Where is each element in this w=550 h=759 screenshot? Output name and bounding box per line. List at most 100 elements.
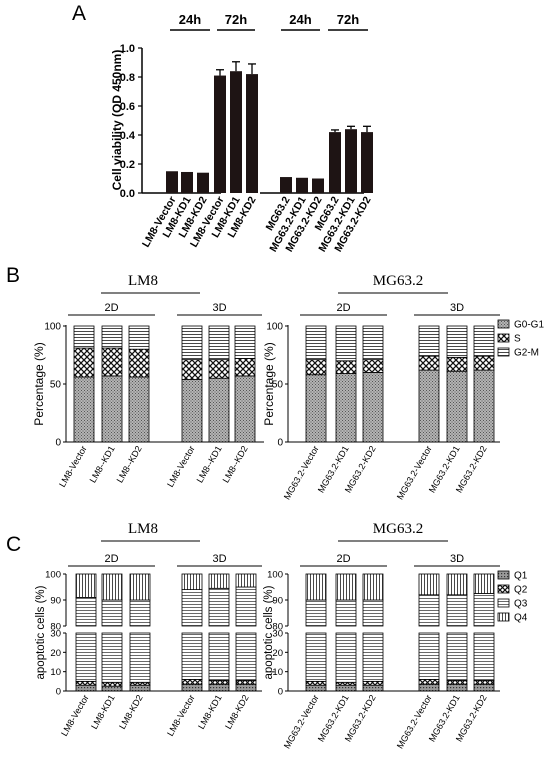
bar bbox=[329, 132, 341, 193]
stacked-segment bbox=[101, 632, 123, 683]
stacked-segment bbox=[181, 683, 203, 692]
stacked-segment bbox=[335, 325, 357, 362]
stacked-segment bbox=[101, 681, 123, 687]
stacked-segment bbox=[208, 679, 230, 685]
stacked-segment bbox=[335, 599, 357, 627]
stacked-segment bbox=[335, 573, 357, 601]
legend-label: S bbox=[514, 334, 521, 345]
legend-swatch bbox=[497, 333, 510, 343]
stacked-segment bbox=[473, 573, 495, 594]
time-group-label: 72h bbox=[337, 12, 359, 27]
x-tick-label: LM8--KD1 bbox=[88, 444, 117, 485]
stacked-segment bbox=[208, 573, 230, 589]
stacked-segment bbox=[73, 347, 95, 378]
group-label: 3D bbox=[212, 553, 226, 565]
stacked-segment bbox=[73, 376, 95, 443]
y-tick-label: 0 bbox=[55, 438, 61, 449]
stacked-segment bbox=[181, 679, 203, 685]
panel-b-mg63-chart: MG63.2 2D 3D 0 50 100 Percentage (%) MG63.2-Vec… bbox=[262, 273, 544, 501]
y-axis-title: apoptotic cells (%) bbox=[263, 585, 275, 679]
stacked-segment bbox=[101, 325, 123, 349]
stacked-segment bbox=[446, 683, 468, 692]
time-group-label: 24h bbox=[289, 12, 311, 27]
panel-letter-a: A bbox=[72, 2, 86, 25]
legend-swatch bbox=[497, 584, 510, 594]
legend-label: Q2 bbox=[514, 585, 528, 596]
stacked-segment bbox=[335, 632, 357, 683]
y-tick-label: 20 bbox=[272, 648, 283, 659]
y-tick-label: 1.0 bbox=[120, 43, 135, 55]
y-tick-label: 0.2 bbox=[120, 159, 135, 171]
stacked-segment bbox=[101, 599, 123, 627]
stacked-segment bbox=[235, 679, 257, 685]
stacked-segment bbox=[335, 360, 357, 374]
stacked-segment bbox=[418, 632, 440, 680]
stacked-segment bbox=[235, 632, 257, 681]
y-tick-label: 100 bbox=[44, 322, 61, 333]
legend-label: G0-G1 bbox=[514, 320, 544, 331]
stacked-segment bbox=[362, 632, 384, 682]
stacked-segment bbox=[235, 683, 257, 692]
stacked-segment bbox=[75, 573, 97, 598]
y-tick-label: 0 bbox=[56, 687, 61, 698]
legend-swatch bbox=[497, 612, 510, 622]
stacked-segment bbox=[446, 325, 468, 358]
y-axis-title: Percentage (%) bbox=[262, 342, 276, 425]
stacked-segment bbox=[208, 359, 230, 379]
y-tick-label: 50 bbox=[50, 380, 62, 391]
group-label: 3D bbox=[450, 553, 464, 565]
x-tick-label: MG63.2-Vector bbox=[282, 444, 321, 501]
stacked-segment bbox=[446, 370, 468, 443]
bar bbox=[280, 177, 292, 193]
stacked-segment bbox=[473, 632, 495, 681]
stacked-segment bbox=[208, 632, 230, 681]
bar bbox=[166, 171, 178, 193]
y-tick-label: 0.6 bbox=[120, 101, 135, 113]
stacked-segment bbox=[101, 685, 123, 692]
y-tick-label: 10 bbox=[272, 667, 283, 678]
stacked-segment bbox=[305, 680, 327, 686]
stacked-segment bbox=[473, 369, 495, 443]
stacked-segment bbox=[234, 325, 256, 359]
x-tick-label: LM8--KD1 bbox=[195, 444, 224, 485]
x-tick-label: LM8-KD1 bbox=[89, 693, 117, 731]
legend-label: Q4 bbox=[514, 613, 528, 624]
y-tick-label: 100 bbox=[45, 570, 61, 581]
panel-letter-b: B bbox=[6, 264, 20, 287]
stacked-segment bbox=[75, 632, 97, 682]
x-tick-label: MG63.2-Vector bbox=[395, 444, 434, 501]
bar bbox=[197, 172, 209, 193]
y-tick-label: 20 bbox=[50, 648, 61, 659]
y-tick-label: 100 bbox=[266, 322, 283, 333]
stacked-segment bbox=[73, 325, 95, 349]
stacked-segment bbox=[128, 376, 150, 443]
legend-swatch bbox=[497, 347, 510, 357]
chart-title: MG63.2 bbox=[373, 273, 423, 289]
x-tick-label: LM8-Vector bbox=[57, 444, 89, 489]
stacked-segment bbox=[235, 586, 257, 627]
time-group-label: 24h bbox=[179, 12, 201, 27]
bar bbox=[345, 129, 357, 193]
stacked-segment bbox=[335, 373, 357, 443]
stacked-segment bbox=[362, 573, 384, 601]
group-label: 3D bbox=[450, 302, 464, 314]
x-tick-label: MG63.2-Vector bbox=[395, 693, 434, 750]
stacked-segment bbox=[305, 632, 327, 682]
x-tick-label: LM8-Vector bbox=[165, 693, 197, 738]
stacked-segment bbox=[75, 684, 97, 692]
stacked-segment bbox=[305, 325, 327, 361]
stacked-segment bbox=[129, 681, 151, 686]
x-tick-label: LM8-Vector bbox=[165, 444, 197, 489]
chart-title: LM8 bbox=[128, 521, 158, 537]
legend-swatch bbox=[497, 570, 510, 580]
stacked-segment bbox=[362, 371, 384, 443]
bar bbox=[181, 171, 193, 193]
stacked-segment bbox=[234, 358, 256, 377]
stacked-segment bbox=[129, 573, 151, 601]
legend-label: G2-M bbox=[514, 348, 539, 359]
stacked-segment bbox=[418, 683, 440, 692]
y-tick-label: 0 bbox=[277, 438, 283, 449]
panel-letter-c: C bbox=[6, 533, 21, 556]
